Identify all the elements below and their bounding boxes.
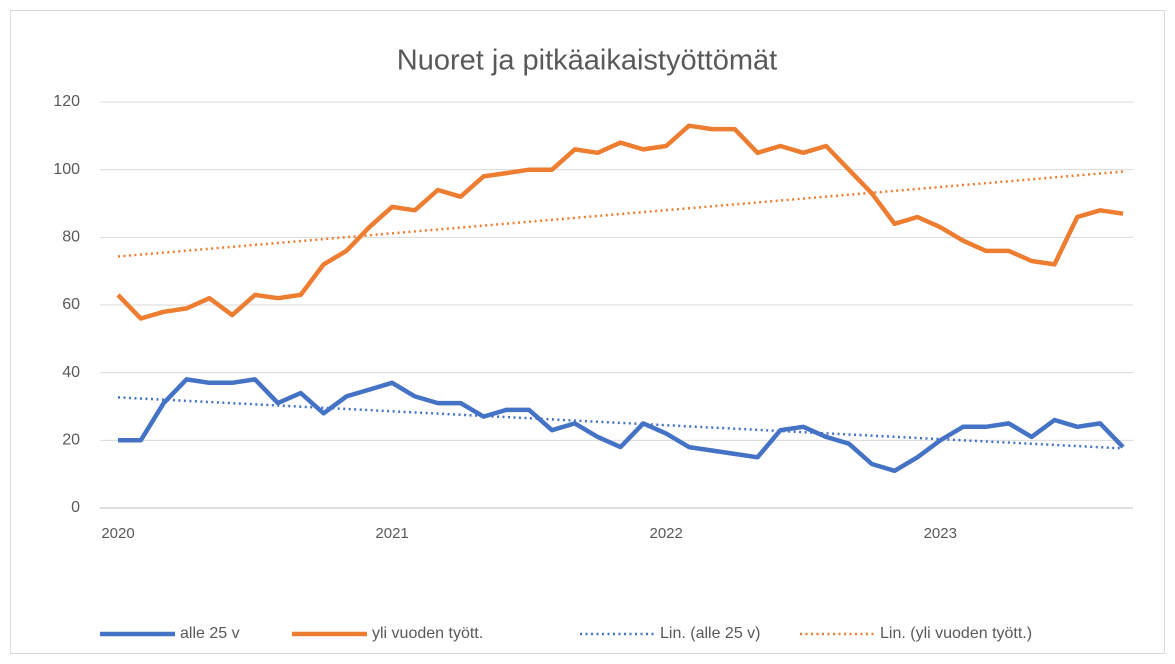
legend-label: Lin. (yli vuoden tyött.) bbox=[880, 625, 1032, 642]
y-tick-label: 40 bbox=[62, 364, 80, 381]
y-tick-label: 80 bbox=[62, 229, 80, 246]
x-tick-label: 2022 bbox=[649, 525, 682, 542]
y-tick-label: 0 bbox=[71, 499, 80, 516]
chart-frame bbox=[10, 10, 1165, 654]
legend-label: Lin. (alle 25 v) bbox=[660, 625, 761, 642]
y-tick-label: 100 bbox=[53, 161, 80, 178]
series-line bbox=[116, 123, 1124, 321]
legend-label: alle 25 v bbox=[180, 625, 240, 642]
x-tick-label: 2020 bbox=[101, 525, 134, 542]
x-tick-label: 2021 bbox=[375, 525, 408, 542]
legend-label: yli vuoden tyött. bbox=[372, 625, 483, 642]
y-tick-label: 60 bbox=[62, 296, 80, 313]
x-tick-label: 2023 bbox=[924, 525, 957, 542]
y-tick-label: 20 bbox=[62, 432, 80, 449]
series-line bbox=[118, 377, 1125, 474]
y-tick-label: 120 bbox=[53, 93, 80, 110]
chart-title: Nuoret ja pitkäaikaistyöttömät bbox=[397, 45, 777, 77]
